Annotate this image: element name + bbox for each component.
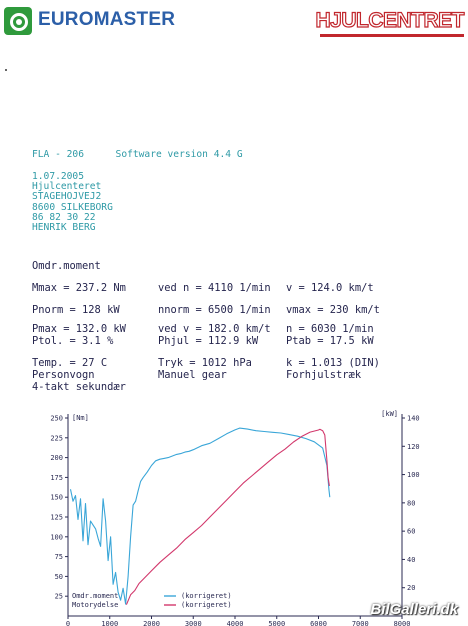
right-tick-label: 80	[407, 499, 415, 507]
x-tick-label: 7000	[352, 620, 369, 626]
section-title: Omdr.moment	[32, 260, 101, 272]
measurement-cell: vmax = 230 km/t	[286, 304, 380, 316]
measurement-cell: n = 6030 1/min	[286, 323, 374, 335]
x-tick-label: 8000	[394, 620, 411, 626]
left-axis-unit: [Nm]	[72, 414, 89, 422]
hjulcentret-wordmark: HJULCENTRET	[315, 8, 465, 32]
x-tick-label: 4000	[227, 620, 244, 626]
x-tick-label: 6000	[310, 620, 327, 626]
left-tick-label: 25	[55, 593, 63, 601]
right-tick-label: 140	[407, 415, 420, 423]
address-line: STAGEHOJVEJ2	[32, 191, 102, 203]
address-line: 1.07.2005	[32, 171, 84, 182]
dyno-chart: 25 50 75 100 125 150 175 200 225 250 20 40 60 80 100 12…	[50, 410, 420, 626]
address-line: Hjulcenteret	[32, 181, 102, 193]
measurement-cell: nnorm = 6500 1/min	[158, 304, 271, 316]
series-line-torque	[69, 427, 331, 605]
legend-note: (korrigeret)	[181, 592, 232, 600]
left-tick-label: 75	[55, 553, 63, 561]
x-tick-label: 1000	[101, 620, 118, 626]
measurement-cell: ved v = 182.0 km/t	[158, 323, 271, 335]
hjulcentret-logo: HJULCENTRET	[315, 5, 465, 37]
left-tick-label: 250	[50, 415, 63, 423]
right-tick-label: 100	[407, 471, 420, 479]
measurement-cell: Temp. = 27 C	[32, 357, 108, 369]
measurement-cell: Tryk = 1012 hPa	[158, 357, 252, 369]
watermark: BilGalleri.dk	[370, 601, 458, 618]
left-tick-label: 175	[50, 474, 63, 482]
address-line: 86 82 30 22	[32, 211, 96, 223]
measurement-cell: k = 1.013 (DIN)	[286, 357, 380, 369]
left-tick-label: 100	[50, 533, 63, 541]
measurement-cell: Pnorm = 128 kW	[32, 304, 120, 316]
euromaster-emblem-icon	[4, 7, 32, 35]
address-block: 1.07.2005 Hjulcenteret STAGEHOJVEJ2 8600 SI…	[32, 171, 113, 234]
measurement-cell: Forhjulstræk	[286, 369, 362, 381]
left-tick-label: 225	[50, 434, 63, 442]
x-tick-label: 3000	[185, 620, 202, 626]
series-line-power	[125, 428, 330, 605]
legend-label: Omdr.moment	[72, 592, 118, 600]
address-line: HENRIK BERG	[32, 222, 96, 234]
right-axis-unit: [kW]	[381, 410, 398, 418]
measurement-cell: Manuel gear	[158, 369, 227, 381]
right-tick-label: 40	[407, 556, 415, 564]
legend-note: (korrigeret)	[181, 601, 232, 609]
measurement-cell: Personvogn	[32, 369, 95, 381]
measurement-cell: Ptab = 17.5 kW	[286, 335, 374, 347]
document-meta: FLA - 206 Software version 4.4 G	[32, 149, 243, 160]
left-tick-label: 200	[50, 454, 63, 462]
legend-label: Motorydelse	[72, 601, 118, 609]
left-tick-label: 150	[50, 494, 63, 502]
x-tick-label: 5000	[268, 620, 285, 626]
measurement-cell: ved n = 4110 1/min	[158, 282, 271, 294]
left-tick-label: 50	[55, 573, 63, 581]
left-tick-label: 125	[50, 514, 63, 522]
right-tick-label: 20	[407, 584, 415, 592]
measurement-cell: Mmax = 237.2 Nm	[32, 282, 126, 294]
scan-speck	[5, 69, 7, 71]
measurement-cell: Ptol. = 3.1 %	[32, 335, 114, 347]
software-version: Software version 4.4 G	[115, 149, 243, 160]
hjulcentret-underline	[320, 34, 464, 37]
model-label: FLA - 206	[32, 149, 84, 160]
address-line: 8600 SILKEBORG	[32, 201, 113, 213]
euromaster-wordmark: EUROMASTER	[38, 9, 176, 30]
right-tick-label: 120	[407, 443, 420, 451]
measurement-cell: 4-takt sekundær	[32, 381, 126, 393]
right-tick-label: 60	[407, 528, 415, 536]
measurement-cell: Phjul = 112.9 kW	[158, 335, 259, 347]
x-tick-label: 2000	[143, 620, 160, 626]
x-tick-label: 0	[66, 620, 70, 626]
measurement-cell: Pmax = 132.0 kW	[32, 323, 126, 335]
measurement-cell: v = 124.0 km/t	[286, 282, 374, 294]
